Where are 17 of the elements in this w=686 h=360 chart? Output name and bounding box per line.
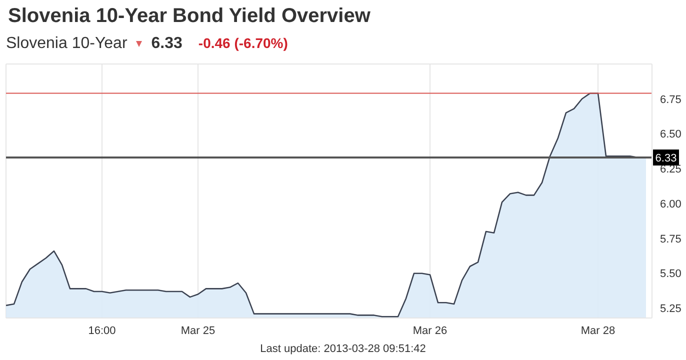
y-tick-label: 6.00 [660, 198, 682, 210]
y-tick-label: 5.50 [660, 268, 682, 280]
y-tick-label: 6.50 [660, 128, 682, 141]
x-tick-label: Mar 26 [412, 324, 448, 337]
text: -0.46 (-6.70%) [198, 35, 288, 51]
chart-title: Slovenia 10-Year Bond Yield Overview [8, 5, 370, 28]
x-tick-label: Mar 28 [580, 324, 616, 337]
y-tick-label: 6.75 [660, 94, 682, 106]
text: Last update: 2013-03-28 09:51:42 [259, 343, 427, 355]
x-tick-label: Mar 25 [180, 324, 216, 337]
y-tick-label: 6.25 [660, 164, 682, 176]
ref-line-label: 6.33 [655, 152, 677, 165]
y-tick-label: 5.25 [660, 303, 682, 316]
chart-subtitle: Slovenia 10-Year [6, 35, 128, 53]
text: 6.33 [151, 35, 182, 53]
x-tick-label: 16:00 [88, 324, 116, 337]
y-tick-label: 5.75 [660, 233, 682, 246]
